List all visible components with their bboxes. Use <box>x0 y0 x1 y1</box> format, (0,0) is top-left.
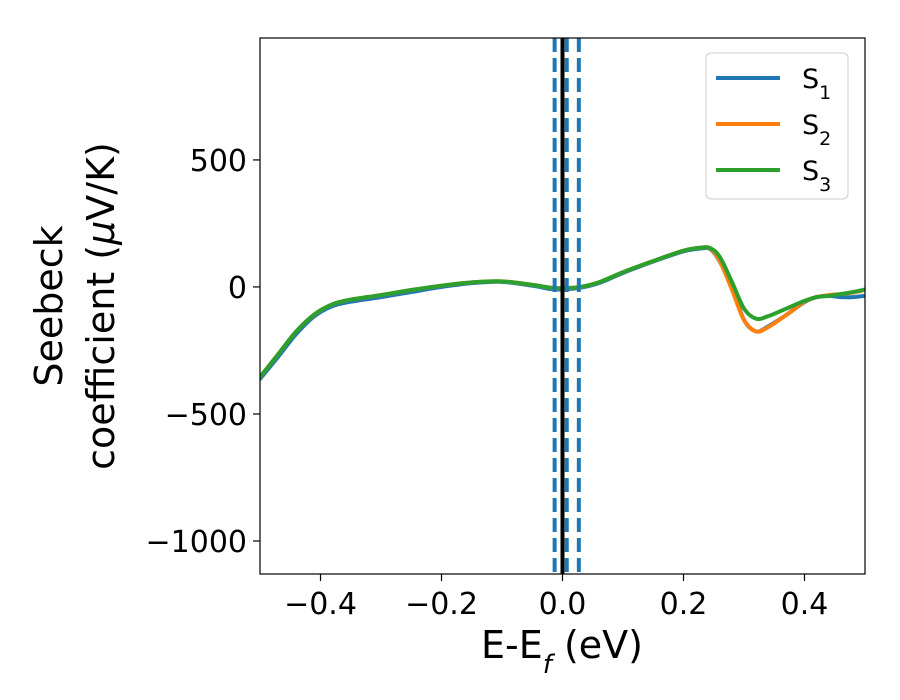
series-lines <box>260 245 865 381</box>
x-tick-label: −0.4 <box>284 587 357 622</box>
y-axis-ticks: −1000 −500 0 500 <box>146 144 260 560</box>
x-tick-label: −0.2 <box>405 587 478 622</box>
reference-lines <box>552 38 581 574</box>
y-tick-label: −500 <box>165 398 247 433</box>
x-axis-label: E-Ef (eV) <box>481 623 643 680</box>
x-tick-label: 0.4 <box>781 587 829 622</box>
legend-label-s3: S3 <box>802 156 831 196</box>
y-axis-label: Seebeck coefficient (μV/K) <box>27 142 123 470</box>
legend-label-s2: S2 <box>802 110 831 150</box>
y-tick-label: 0 <box>228 271 247 306</box>
x-tick-label: 0.2 <box>660 587 708 622</box>
legend-label-s1: S1 <box>802 64 831 104</box>
y-axis-label-line2: coefficient (μV/K) <box>79 142 123 470</box>
x-axis-ticks: −0.4 −0.2 0.0 0.2 0.4 <box>284 574 828 622</box>
legend: S1 S2 S3 <box>705 52 849 200</box>
y-tick-label: 500 <box>190 144 247 179</box>
y-tick-label: −1000 <box>146 525 247 560</box>
y-axis-label-line1: Seebeck <box>27 225 71 386</box>
x-tick-label: 0.0 <box>539 587 587 622</box>
series-line-s3 <box>260 245 865 380</box>
